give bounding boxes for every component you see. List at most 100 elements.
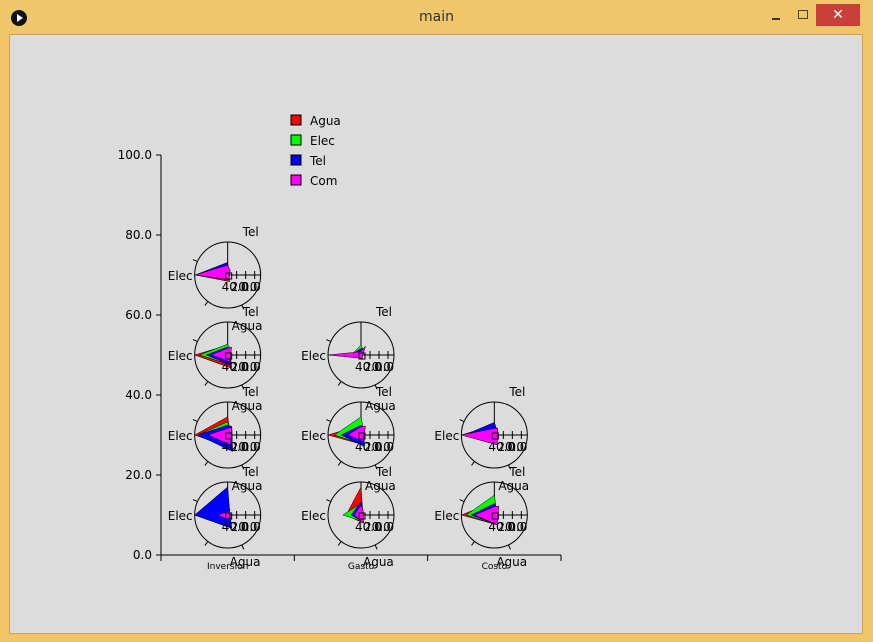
radar-series-polygon <box>194 486 232 529</box>
glyph-tick-label: 0.0 <box>242 520 261 534</box>
glyph-ring-tick <box>337 381 342 386</box>
glyph-ring-tick <box>192 499 198 503</box>
radar-series-polygon <box>210 346 232 362</box>
title-bar[interactable]: main ✕ <box>0 0 873 34</box>
glyph-top-label: Tel <box>375 465 392 479</box>
radar-series-polygon <box>473 505 500 526</box>
window-title: main <box>419 9 454 25</box>
glyph-ring-tick <box>459 419 465 423</box>
glyph-tick-label: 40.0 <box>222 440 249 454</box>
glyph-ring-tick <box>471 461 475 466</box>
radar-glyph: Tel Elec 40.020.00.0 <box>434 385 528 470</box>
y-tick-label: 20.0 <box>125 468 152 482</box>
y-tick-label: 60.0 <box>125 308 152 322</box>
radar-glyph: Tel Elec Agua 40.020.00.0 <box>434 465 529 550</box>
glyph-left-label: Elec <box>168 429 193 443</box>
radar-glyph: Tel Elec Agua 40.020.00.0 <box>168 385 263 470</box>
glyph-tick-label: 20.0 <box>231 280 258 294</box>
glyph-ring-tick <box>192 259 198 263</box>
glyph-bottom-label: Agua <box>232 399 263 413</box>
glyph-left-label: Elec <box>301 349 326 363</box>
glyph-tick-label: 0.0 <box>375 360 394 374</box>
glyph-ring-tick <box>241 384 245 390</box>
glyph-tick-label: 20.0 <box>364 360 391 374</box>
glyph-center-box <box>491 432 499 440</box>
glyph-left-label: Elec <box>168 509 193 523</box>
radar-glyph: Tel Elec 40.020.00.0 <box>301 305 395 390</box>
minimize-button[interactable] <box>762 4 790 26</box>
chart-canvas: 0.0 20.0 40.0 60.0 80.0 100.0 Inversion Gasto Co… <box>9 34 863 634</box>
legend-label: Com <box>310 174 337 188</box>
glyph-tick-label: 40.0 <box>222 520 249 534</box>
glyph-ring-tick <box>204 381 209 386</box>
radar-glyph: Tel Elec Agua 40.020.00.0 <box>301 465 396 550</box>
glyph-center-box <box>225 432 233 440</box>
glyph-left-label: Elec <box>301 429 326 443</box>
glyph-ring-tick <box>192 339 198 343</box>
glyph-top-label: Tel <box>242 465 259 479</box>
x-category-label: Gasto <box>348 562 375 572</box>
y-tick-label: 80.0 <box>125 228 152 242</box>
glyph-ring-tick <box>337 461 342 466</box>
glyph-top-label: Tel <box>508 385 525 399</box>
glyph-tick-label: 20.0 <box>231 520 258 534</box>
glyph-tick-label: 40.0 <box>488 520 515 534</box>
glyph-ring-tick <box>471 541 475 546</box>
glyph-ring-tick <box>241 304 245 310</box>
glyph-bottom-label: Agua <box>232 479 263 493</box>
glyph-center-box <box>491 512 499 520</box>
glyph-center-box <box>225 512 233 520</box>
glyph-bottom-label: Agua <box>365 399 396 413</box>
glyph-tick-label: 20.0 <box>364 520 391 534</box>
maximize-button[interactable] <box>790 4 816 26</box>
legend-swatch <box>290 114 302 126</box>
glyph-tick-label: 40.0 <box>355 440 382 454</box>
glyph-tick-label: 0.0 <box>375 440 394 454</box>
x-category-label: Costo <box>482 562 508 572</box>
glyph-bottom-axis-label: Agua <box>496 555 527 569</box>
glyph-left-label: Elec <box>168 269 193 283</box>
radar-series-polygon <box>195 264 231 280</box>
close-button[interactable]: ✕ <box>816 4 860 26</box>
glyph-tick-label: 40.0 <box>488 440 515 454</box>
glyph-ring-tick <box>507 544 511 550</box>
radar-series-polygon <box>207 426 232 446</box>
glyph-tick-label: 40.0 <box>222 280 249 294</box>
radar-series-polygon <box>347 425 366 442</box>
legend-label: Elec <box>310 134 335 148</box>
glyph-tick-label: 0.0 <box>242 280 261 294</box>
glyph-ring-tick <box>204 301 209 306</box>
radar-glyph: Tel Elec Agua 40.020.00.0 <box>168 305 263 390</box>
radar-glyph: Tel Elec Agua 40.020.00.0 <box>168 465 263 550</box>
glyph-center-box <box>225 352 233 360</box>
glyph-tick-label: 0.0 <box>508 520 527 534</box>
glyph-center-box <box>225 272 233 280</box>
glyph-top-label: Tel <box>242 305 259 319</box>
glyph-ring-tick <box>374 544 378 550</box>
radar-glyph: Tel Elec Agua 40.020.00.0 <box>301 385 396 470</box>
glyph-bottom-axis-label: Agua <box>363 555 394 569</box>
glyph-tick-label: 40.0 <box>355 520 382 534</box>
radar-series-polygon <box>327 345 366 359</box>
glyph-tick-label: 20.0 <box>364 440 391 454</box>
glyph-bottom-label: Agua <box>365 479 396 493</box>
glyph-ring-tick <box>374 464 378 470</box>
radar-series-polygon <box>461 427 499 446</box>
glyph-ring-tick <box>507 464 511 470</box>
glyph-tick-label: 0.0 <box>242 440 261 454</box>
glyph-center-box <box>358 512 366 520</box>
legend-swatch <box>290 134 302 146</box>
glyph-left-label: Elec <box>434 509 459 523</box>
x-category-label: Inversion <box>207 562 248 572</box>
legend-swatch <box>290 174 302 186</box>
glyph-ring-tick <box>459 499 465 503</box>
glyph-bottom-label: Agua <box>232 319 263 333</box>
glyph-ring-tick <box>326 419 332 423</box>
glyph-bottom-axis-label: Agua <box>230 555 261 569</box>
legend-label: Tel <box>309 154 326 168</box>
glyph-top-label: Tel <box>375 385 392 399</box>
glyph-ring-tick <box>326 339 332 343</box>
y-tick-label: 100.0 <box>118 148 152 162</box>
